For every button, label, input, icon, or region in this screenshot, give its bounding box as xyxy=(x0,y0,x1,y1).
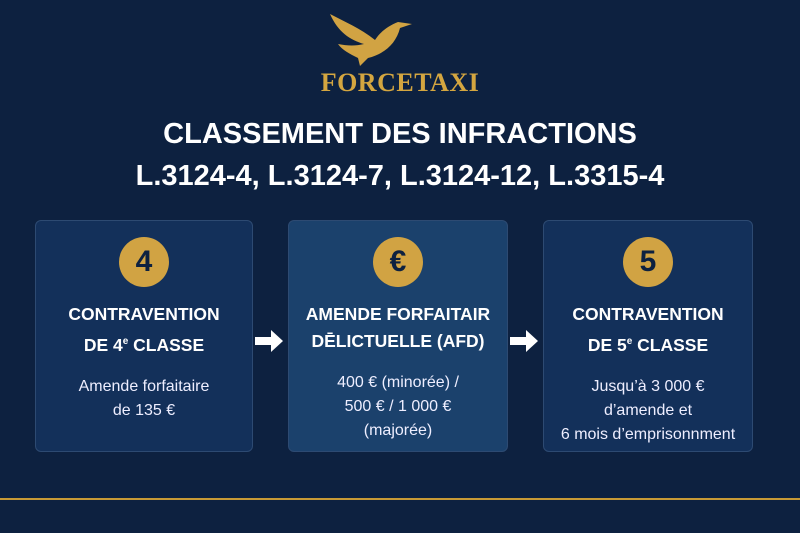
card-contravention-5: 5 CONTRAVENTION DE 5e CLASSE Jusqu’à 3 00… xyxy=(543,220,753,452)
card-heading: CONTRAVENTION DE 5e CLASSE xyxy=(572,304,724,355)
euro-badge: € xyxy=(373,237,423,287)
number-badge: 5 xyxy=(623,237,673,287)
page-subtitle: L.3124-4, L.3124-7, L.3124-12, L.3315-4 xyxy=(135,160,665,192)
number-badge: 4 xyxy=(119,237,169,287)
bird-logo-icon xyxy=(330,14,412,66)
arrow-right-icon xyxy=(255,330,283,352)
arrow-right-icon xyxy=(510,330,538,352)
card-description: Amende forfaitaire de 135 € xyxy=(78,377,210,419)
brand-name: FORCETAXI xyxy=(320,68,480,97)
card-heading: CONTRAVENTION DE 4e CLASSE xyxy=(68,304,220,355)
card-description: 400 € (minorée) /500 € / 1 000 € (majorée… xyxy=(337,374,459,439)
card-description: Jusqu’à 3 000 € d’amende et 6 mois d’empri… xyxy=(560,377,736,443)
card-afd: € AMENDE FORFAITAIR DĒLICTUELLE (AFD) 400… xyxy=(288,220,508,452)
page-title: CLASSEMENT DES INFRACTIONS xyxy=(163,118,637,150)
card-heading: AMENDE FORFAITAIR DĒLICTUELLE (AFD) xyxy=(305,304,491,351)
gold-divider xyxy=(0,498,800,500)
card-contravention-4: 4 CONTRAVENTION DE 4e CLASSE Amende forfa… xyxy=(35,220,253,452)
